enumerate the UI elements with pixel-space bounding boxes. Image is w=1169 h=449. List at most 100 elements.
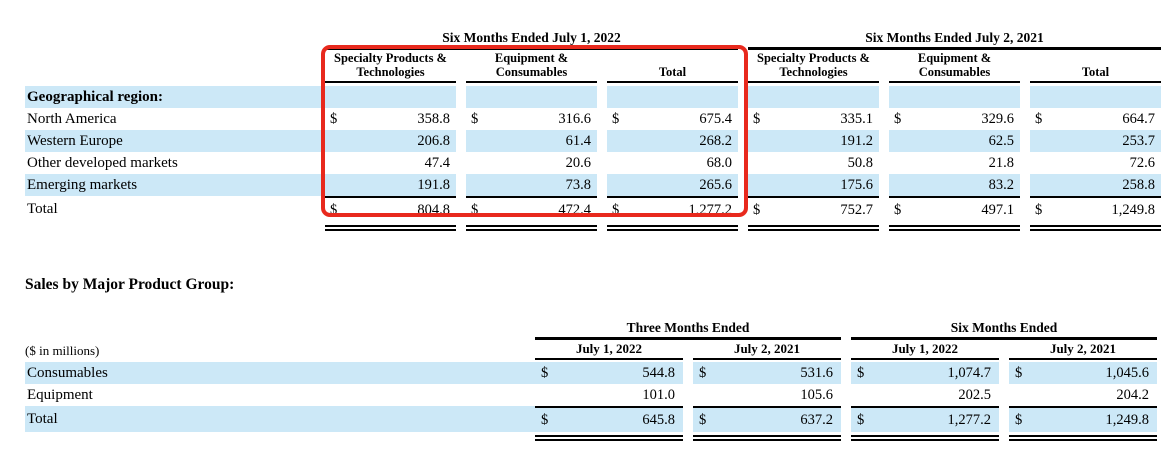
period-group-header-row: Three Months Ended Six Months Ended (25, 320, 1157, 340)
period-header-2022: Six Months Ended July 1, 2022 (325, 30, 738, 50)
geographical-sales-table: Six Months Ended July 1, 2022 Six Months… (25, 30, 1161, 231)
dollar-sign: $ (1035, 110, 1043, 127)
table-row-equipment: Equipment 101.0 105.6 202.5 204.2 (25, 384, 1157, 406)
dollar-sign: $ (612, 110, 620, 127)
cell-value: 645.8 (642, 411, 675, 428)
cell-value: 752.7 (840, 201, 873, 218)
cell-value: 316.6 (558, 110, 591, 127)
column-header-total-2022: Total (607, 52, 738, 83)
cell-value: 206.8 (417, 132, 450, 149)
column-header-spt-2021: Specialty Products & Technologies (748, 51, 879, 83)
cell-value: 1,074.7 (947, 364, 992, 381)
dollar-sign: $ (894, 201, 902, 218)
row-label: Western Europe (25, 130, 325, 152)
cell-value: 68.0 (706, 154, 732, 171)
date-header-h-2022: July 1, 2022 (851, 341, 999, 360)
cell-value: 50.8 (847, 154, 873, 171)
cell-value: 175.6 (840, 176, 873, 193)
dollar-sign: $ (857, 364, 865, 381)
cell-value: 253.7 (1122, 132, 1155, 149)
cell-value: 472.4 (558, 201, 591, 218)
dollar-sign: $ (894, 110, 902, 127)
table-row-western-europe: Western Europe 206.8 61.4 268.2 191.2 62… (25, 130, 1161, 152)
cell-value: 204.2 (1116, 386, 1149, 403)
section-label: Geographical region: (25, 86, 325, 108)
cell-value: 191.2 (840, 132, 873, 149)
row-label: North America (27, 110, 117, 127)
cell-value: 83.2 (988, 176, 1014, 193)
dollar-sign: $ (753, 110, 761, 127)
cell-value: 1,277.2 (947, 411, 992, 428)
cell-value: 47.4 (424, 154, 450, 171)
section-row-geographical-region: Geographical region: (25, 86, 1161, 108)
cell-value: 258.8 (1122, 176, 1155, 193)
double-rule-row (25, 225, 1161, 231)
cell-value: 105.6 (800, 386, 833, 403)
row-label: Emerging markets (25, 174, 325, 196)
dollar-sign: $ (857, 411, 865, 428)
cell-value: 62.5 (988, 132, 1014, 149)
row-label: Total (27, 200, 58, 217)
cell-value: 265.6 (699, 176, 732, 193)
cell-value: 664.7 (1122, 110, 1155, 127)
table-row-other-developed-markets: Other developed markets 47.4 20.6 68.0 5… (25, 152, 1161, 174)
row-label: Total (25, 406, 535, 432)
cell-value: 637.2 (800, 411, 833, 428)
dollar-sign: $ (699, 364, 707, 381)
cell-value: 1,249.8 (1105, 411, 1150, 428)
column-header-ec-2022: Equipment & Consumables (466, 51, 597, 83)
cell-value: 1,045.6 (1105, 364, 1150, 381)
row-label: Equipment (27, 386, 93, 403)
row-label: Consumables (25, 362, 535, 384)
cell-value: 202.5 (958, 386, 991, 403)
cell-value: 20.6 (565, 154, 591, 171)
date-header-h-2021: July 2, 2021 (1009, 341, 1157, 360)
double-rule-row (25, 435, 1157, 441)
dollar-sign: $ (612, 201, 620, 218)
dollar-sign: $ (471, 110, 479, 127)
dollar-sign: $ (1015, 411, 1023, 428)
dollar-sign: $ (753, 201, 761, 218)
group-header-six-months: Six Months Ended (851, 320, 1157, 340)
date-header-row: ($ in millions) July 1, 2022 July 2, 202… (25, 341, 1157, 360)
product-group-sales-table: Three Months Ended Six Months Ended ($ i… (25, 320, 1157, 441)
cell-value: 531.6 (800, 364, 833, 381)
table-row-total: Total $804.8 $472.4 $1,277.2 $752.7 $497… (25, 196, 1161, 222)
table-row-consumables: Consumables $544.8 $531.6 $1,074.7 $1,04… (25, 362, 1157, 384)
dollar-sign: $ (541, 411, 549, 428)
dollar-sign: $ (330, 201, 338, 218)
column-header-ec-2021: Equipment & Consumables (889, 51, 1020, 83)
cell-value: 804.8 (417, 201, 450, 218)
dollar-sign: $ (1035, 201, 1043, 218)
cell-value: 1,249.8 (1111, 201, 1156, 218)
date-header-q-2022: July 1, 2022 (535, 341, 683, 360)
table-row-total: Total $645.8 $637.2 $1,277.2 $1,249.8 (25, 406, 1157, 432)
dollar-sign: $ (1015, 364, 1023, 381)
dollar-sign: $ (330, 110, 338, 127)
dollar-sign: $ (699, 411, 707, 428)
cell-value: 72.6 (1129, 154, 1155, 171)
date-header-q-2021: July 2, 2021 (693, 341, 841, 360)
period-header-row: Six Months Ended July 1, 2022 Six Months… (25, 30, 1161, 50)
period-header-2021: Six Months Ended July 2, 2021 (748, 30, 1161, 50)
cell-value: 268.2 (699, 132, 732, 149)
cell-value: 73.8 (565, 176, 591, 193)
cell-value: 335.1 (840, 110, 873, 127)
units-note: ($ in millions) (25, 343, 100, 358)
cell-value: 1,277.2 (688, 201, 733, 218)
cell-value: 21.8 (988, 154, 1014, 171)
cell-value: 544.8 (642, 364, 675, 381)
cell-value: 61.4 (565, 132, 591, 149)
cell-value: 191.8 (417, 176, 450, 193)
cell-value: 497.1 (981, 201, 1014, 218)
table-row-north-america: North America $358.8 $316.6 $675.4 $335.… (25, 108, 1161, 130)
group-header-three-months: Three Months Ended (535, 320, 841, 340)
row-label: Other developed markets (27, 154, 178, 171)
column-header-total-2021: Total (1030, 52, 1161, 83)
column-header-row: Specialty Products & Technologies Equipm… (25, 51, 1161, 83)
cell-value: 675.4 (699, 110, 732, 127)
table-row-emerging-markets: Emerging markets 191.8 73.8 265.6 175.6 … (25, 174, 1161, 196)
cell-value: 358.8 (417, 110, 450, 127)
cell-value: 101.0 (642, 386, 675, 403)
